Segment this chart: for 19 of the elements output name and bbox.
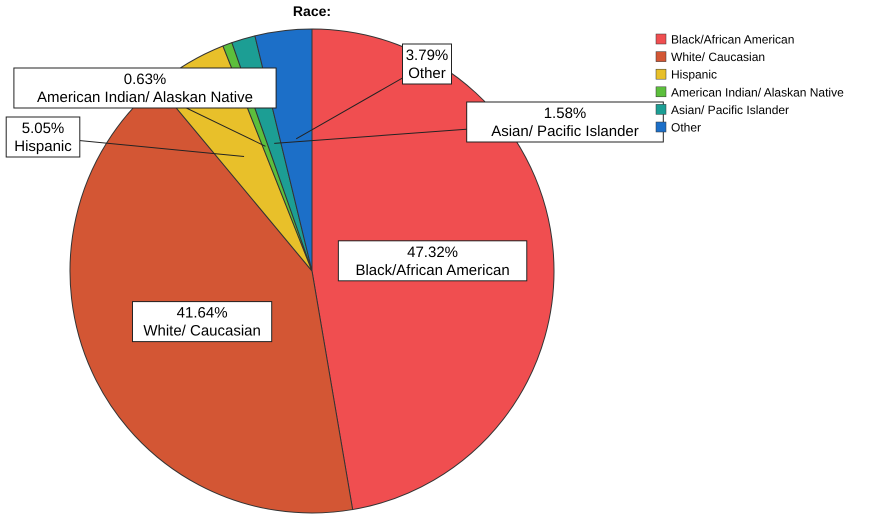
- legend-label: Asian/ Pacific Islander: [671, 102, 790, 117]
- slice-label: American Indian/ Alaskan Native: [37, 89, 253, 106]
- legend-label: Black/African American: [671, 32, 794, 46]
- legend-label: Other: [671, 120, 702, 134]
- legend-label: Hispanic: [671, 68, 718, 82]
- slice-label: Hispanic: [14, 138, 72, 155]
- slice-label: Black/African American: [355, 262, 510, 279]
- data-label: 41.64%: [176, 304, 228, 322]
- slice-label: Other: [408, 65, 446, 82]
- chart-title: Race:: [292, 3, 332, 19]
- data-label: 47.32%: [407, 244, 458, 261]
- data-label: 0.63%: [124, 71, 166, 88]
- legend-label: American Indian/ Alaskan Native: [671, 85, 844, 100]
- data-label: 5.05%: [22, 120, 64, 137]
- data-label: 1.58%: [544, 105, 586, 122]
- slice-label: White/ Caucasian: [143, 322, 261, 340]
- data-label: 3.79%: [406, 47, 448, 64]
- slice-label: Asian/ Pacific Islander: [491, 123, 639, 140]
- legend-label: White/ Caucasian: [671, 50, 766, 64]
